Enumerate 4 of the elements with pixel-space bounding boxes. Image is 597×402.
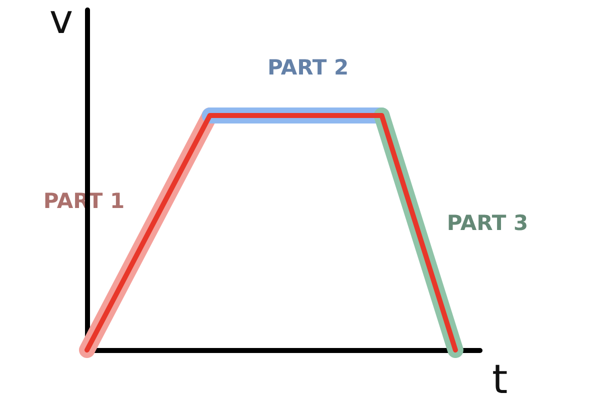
y-axis-title: v xyxy=(49,0,73,43)
series-label: PART 3 xyxy=(446,210,528,235)
x-axis-title: t xyxy=(492,357,508,402)
series-label: PART 2 xyxy=(267,56,349,80)
